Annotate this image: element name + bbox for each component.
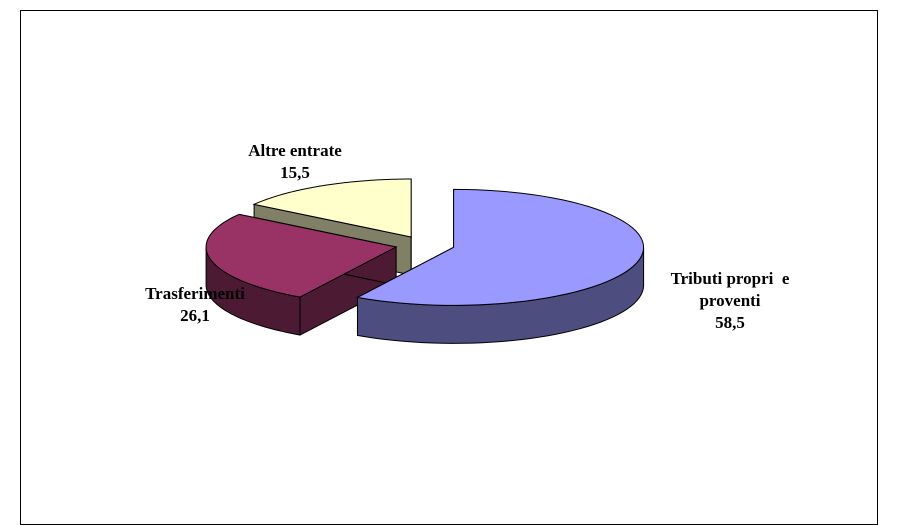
- value-label: 15,5: [280, 163, 310, 182]
- category-label: Tributi propri e proventi: [670, 269, 794, 310]
- category-label: Trasferimenti: [145, 284, 245, 303]
- slice-label: Altre entrate 15,5: [200, 140, 390, 184]
- slice: [355, 188, 645, 344]
- value-label: 58,5: [715, 313, 745, 332]
- value-label: 26,1: [180, 306, 210, 325]
- slice-top: [205, 213, 398, 298]
- category-label: Altre entrate: [248, 141, 342, 160]
- slice: [205, 213, 398, 336]
- slice-label: Tributi propri e proventi 58,5: [640, 268, 820, 334]
- slice-top: [252, 178, 412, 238]
- slice-label: Trasferimenti 26,1: [110, 283, 280, 327]
- slice-top: [355, 188, 645, 306]
